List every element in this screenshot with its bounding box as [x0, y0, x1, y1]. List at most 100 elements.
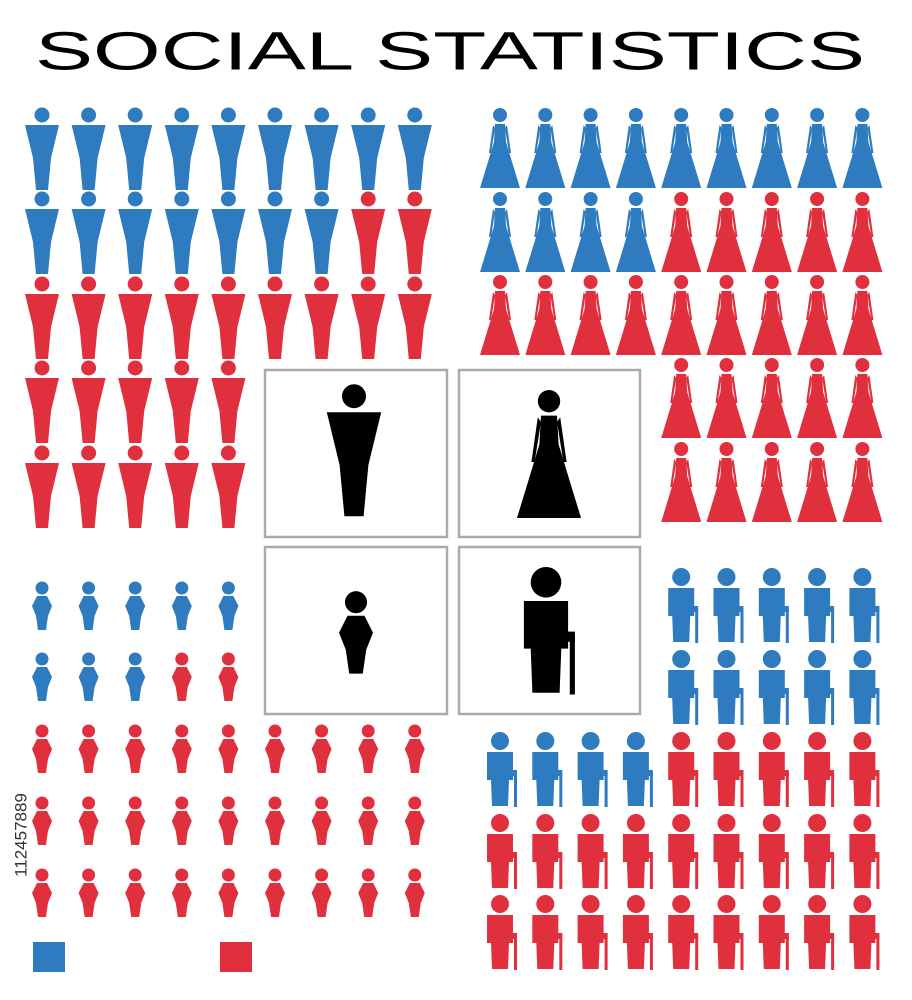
woman-icon	[842, 442, 883, 522]
elder-icon	[804, 568, 835, 643]
man-icon	[351, 276, 386, 359]
child-icon	[125, 724, 146, 773]
elder-icon	[758, 814, 789, 889]
woman-icon	[615, 108, 656, 188]
child-icon	[78, 868, 99, 917]
man-icon	[25, 191, 59, 274]
child-icon	[125, 868, 146, 917]
man-icon	[351, 191, 386, 274]
elder-icon	[668, 814, 699, 889]
elder-icon	[804, 650, 835, 725]
elder-icon	[713, 895, 744, 970]
woman-icon	[661, 108, 702, 188]
man-icon	[304, 107, 339, 190]
elder-icon	[804, 814, 835, 889]
woman-icon	[570, 275, 611, 355]
man-icon	[397, 191, 432, 274]
woman-icon	[661, 275, 702, 355]
child-icon	[78, 581, 99, 630]
elder-icon	[577, 895, 608, 970]
man-icon	[118, 360, 153, 443]
child-icon	[171, 868, 192, 917]
woman-icon	[570, 192, 611, 272]
woman-icon	[570, 108, 611, 188]
man-icon	[71, 360, 106, 443]
image-id: 112457889	[11, 793, 30, 877]
child-icon	[265, 724, 285, 773]
elder-icon	[804, 732, 835, 807]
man-icon	[211, 276, 246, 359]
elder-icon	[758, 732, 789, 807]
woman-icon	[751, 275, 792, 355]
child-icon	[32, 796, 52, 845]
elder-icon	[758, 650, 789, 725]
elder-icon	[668, 732, 699, 807]
child-icon	[125, 796, 146, 845]
child-icon	[171, 652, 192, 701]
woman-icon	[525, 108, 566, 188]
man-icon	[211, 191, 246, 274]
legend-swatch-red	[220, 942, 252, 972]
man-icon	[25, 360, 59, 443]
child-icon	[78, 796, 99, 845]
man-icon	[118, 276, 153, 359]
woman-icon	[706, 192, 747, 272]
man-icon	[71, 276, 106, 359]
elder-icon	[622, 732, 653, 807]
elder-icon	[804, 895, 835, 970]
elder-icon	[668, 650, 699, 725]
elder-icon	[713, 814, 744, 889]
woman-icon	[661, 192, 702, 272]
child-icon	[78, 724, 99, 773]
man-icon	[258, 107, 292, 190]
elder-icon	[668, 895, 699, 970]
man-icon	[71, 107, 106, 190]
elder-icon	[758, 568, 789, 643]
elder-icon	[758, 895, 789, 970]
child-icon	[218, 724, 239, 773]
man-icon	[71, 445, 106, 528]
elder-icon	[487, 895, 517, 970]
woman-icon	[751, 358, 792, 438]
man-icon	[304, 191, 339, 274]
child-icon	[171, 796, 192, 845]
woman-icon	[706, 442, 747, 522]
child-icon	[311, 868, 332, 917]
elder-icon	[713, 568, 744, 643]
man-icon	[351, 107, 386, 190]
woman-icon	[842, 358, 883, 438]
woman-icon	[797, 108, 838, 188]
child-icon	[265, 868, 285, 917]
child-icon	[125, 581, 146, 630]
man-icon	[25, 107, 59, 190]
elder-icon	[577, 732, 608, 807]
elder-icon	[577, 814, 608, 889]
child-icon	[32, 581, 52, 630]
child-icon	[358, 796, 379, 845]
child-icon	[171, 581, 192, 630]
child-icon	[218, 581, 239, 630]
woman-icon	[480, 108, 520, 188]
elder-icon	[622, 895, 653, 970]
woman-icon	[751, 192, 792, 272]
elder-icon	[849, 814, 880, 889]
man-icon	[25, 445, 59, 528]
title: SOCIAL STATISTICS	[35, 21, 865, 81]
woman-icon	[842, 275, 883, 355]
child-icon	[358, 868, 379, 917]
woman-icon	[797, 442, 838, 522]
child-icon	[311, 796, 332, 845]
man-icon	[211, 445, 246, 528]
man-icon	[164, 107, 199, 190]
child-icon	[32, 652, 52, 701]
child-icon	[358, 724, 379, 773]
man-icon	[25, 276, 59, 359]
woman-icon	[706, 108, 747, 188]
elder-icon	[532, 732, 563, 807]
woman-icon	[480, 192, 520, 272]
man-icon	[164, 360, 199, 443]
man-icon	[118, 191, 153, 274]
man-icon	[258, 191, 292, 274]
